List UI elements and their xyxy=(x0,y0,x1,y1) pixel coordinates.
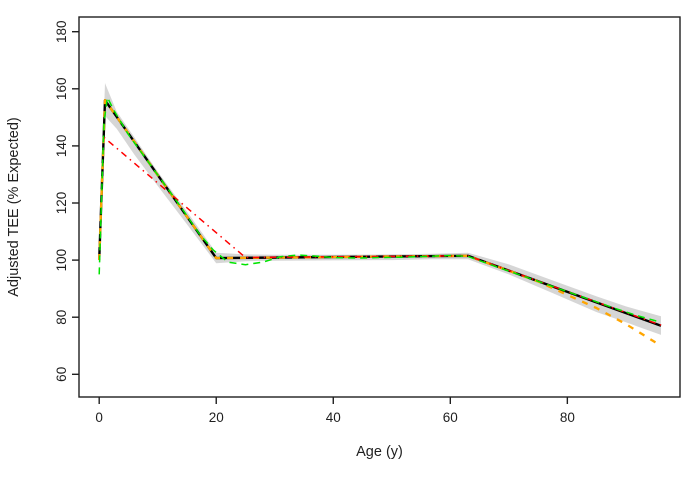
y-axis-title: Adjusted TEE (% Expected) xyxy=(6,117,22,296)
series-green-spline-dashed xyxy=(98,96,662,324)
plot-border xyxy=(78,16,681,398)
segmented-fit-95ci-band xyxy=(99,83,661,335)
y-axis-tick-label: 80 xyxy=(54,310,69,325)
y-axis-tick-label: 100 xyxy=(54,249,69,272)
y-axis-tick-label: 140 xyxy=(54,135,69,158)
series-orange-model-dashed xyxy=(98,99,662,347)
y-axis-tick-label: 60 xyxy=(54,367,69,382)
y-axis-tick-label: 160 xyxy=(54,78,69,101)
y-axis-tick-label: 180 xyxy=(54,20,69,43)
x-axis-tick-label: 80 xyxy=(560,410,575,425)
x-axis-tick-label: 40 xyxy=(326,410,341,425)
y-axis-tick-label: 120 xyxy=(54,192,69,215)
x-axis-tick-label: 0 xyxy=(95,410,103,425)
x-axis-title: Age (y) xyxy=(356,444,403,460)
x-axis-tick-label: 60 xyxy=(443,410,458,425)
x-axis-tick-label: 20 xyxy=(209,410,224,425)
